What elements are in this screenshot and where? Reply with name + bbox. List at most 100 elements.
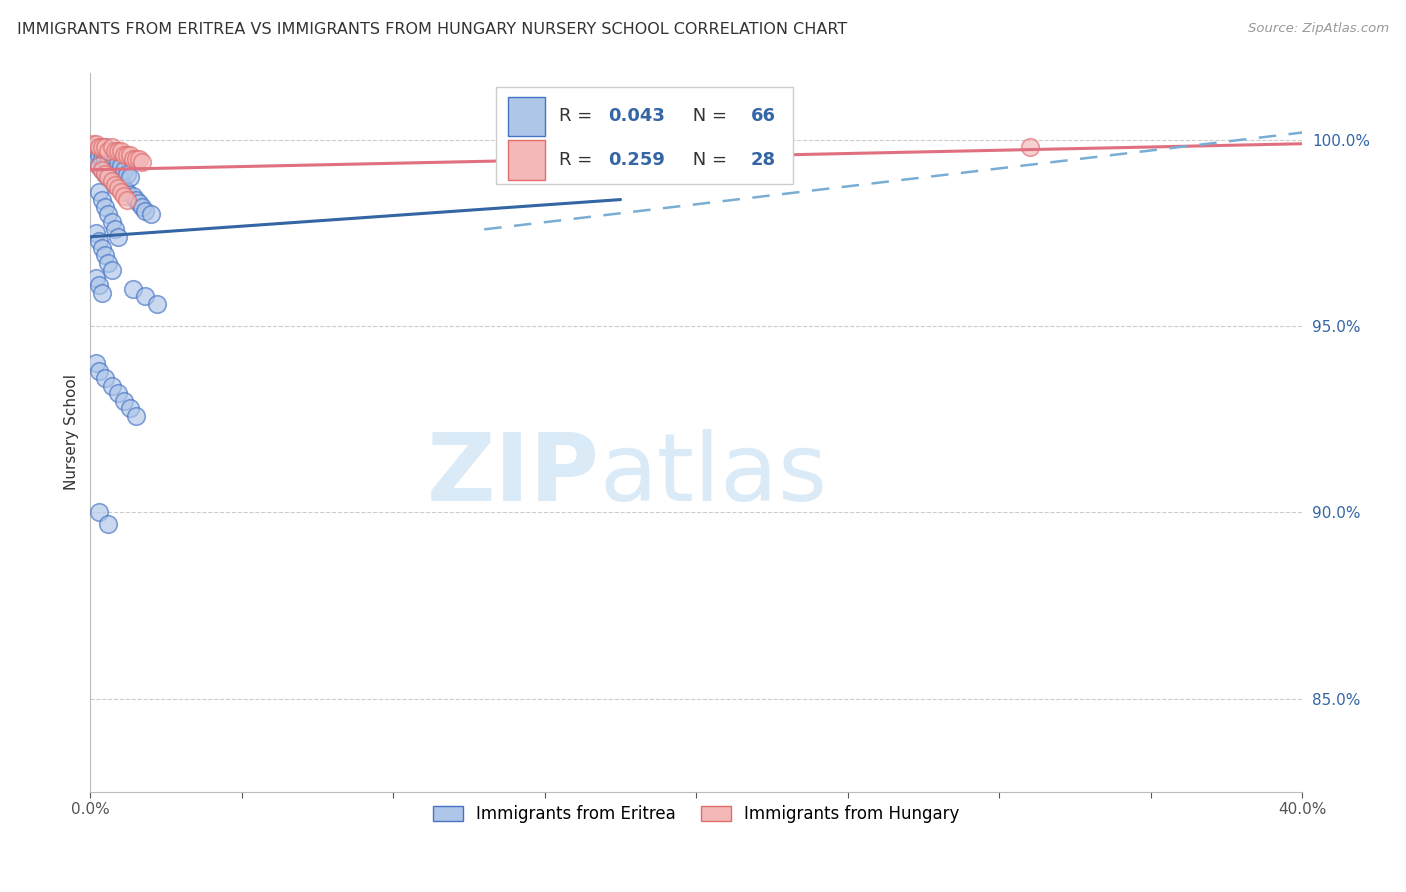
Point [94, 140, 117, 154]
Point [125, 409, 148, 423]
Point [103, 222, 125, 236]
Point [91, 152, 114, 166]
Point [86, 136, 108, 151]
Point [110, 144, 132, 158]
Point [91, 241, 114, 255]
Point [89, 278, 111, 293]
Point [100, 215, 122, 229]
Point [97, 256, 120, 270]
Point [89, 234, 111, 248]
Point [107, 181, 129, 195]
Point [89, 185, 111, 199]
Legend: Immigrants from Eritrea, Immigrants from Hungary: Immigrants from Eritrea, Immigrants from… [426, 798, 966, 830]
Point [91, 162, 114, 177]
Point [131, 200, 153, 214]
Point [94, 371, 117, 385]
Point [121, 152, 143, 166]
Point [146, 297, 169, 311]
Point [112, 181, 135, 195]
Point [94, 167, 117, 181]
Bar [509, 140, 544, 180]
Point [100, 174, 122, 188]
Point [115, 148, 138, 162]
Point [82, 140, 104, 154]
Point [91, 140, 114, 154]
Point [100, 378, 122, 392]
Point [89, 159, 111, 173]
Point [107, 144, 129, 158]
Text: ZIP: ZIP [426, 429, 599, 522]
Point [107, 229, 129, 244]
Point [125, 193, 148, 207]
Text: 0.043: 0.043 [607, 107, 665, 126]
Point [97, 144, 120, 158]
Point [94, 248, 117, 262]
Point [82, 136, 104, 151]
Point [112, 148, 135, 162]
Point [115, 185, 138, 199]
Point [103, 178, 125, 192]
Text: Source: ZipAtlas.com: Source: ZipAtlas.com [1249, 22, 1389, 36]
Point [89, 140, 111, 154]
Point [89, 505, 111, 519]
Point [91, 162, 114, 177]
Point [89, 148, 111, 162]
Point [89, 140, 111, 154]
Point [131, 155, 153, 169]
Text: R =: R = [560, 107, 599, 126]
Point [128, 196, 150, 211]
Point [91, 285, 114, 300]
Point [94, 140, 117, 154]
Text: N =: N = [686, 107, 733, 126]
Point [97, 516, 120, 531]
Point [110, 174, 132, 188]
Text: N =: N = [686, 151, 733, 169]
Point [118, 401, 141, 416]
Point [112, 162, 135, 177]
Y-axis label: Nursery School: Nursery School [65, 375, 79, 491]
Point [91, 144, 114, 158]
Point [94, 152, 117, 166]
Point [121, 282, 143, 296]
Point [110, 185, 132, 199]
Point [1018, 140, 1040, 154]
Point [134, 203, 156, 218]
Point [121, 189, 143, 203]
Text: R =: R = [560, 151, 599, 169]
Point [128, 152, 150, 166]
Point [609, 140, 631, 154]
Point [100, 263, 122, 277]
Bar [509, 96, 544, 136]
Point [107, 155, 129, 169]
Point [115, 193, 138, 207]
Point [139, 207, 162, 221]
Point [97, 170, 120, 185]
Point [103, 178, 125, 192]
Point [103, 152, 125, 166]
Point [112, 189, 135, 203]
Point [97, 155, 120, 169]
Point [118, 170, 141, 185]
Point [89, 364, 111, 378]
Point [115, 167, 138, 181]
Point [89, 159, 111, 173]
Text: 28: 28 [751, 151, 776, 169]
Point [86, 356, 108, 370]
Point [97, 170, 120, 185]
Point [94, 200, 117, 214]
Point [103, 144, 125, 158]
Text: atlas: atlas [599, 429, 828, 522]
Point [125, 152, 148, 166]
Point [112, 393, 135, 408]
Point [100, 174, 122, 188]
Point [110, 159, 132, 173]
Point [100, 159, 122, 173]
Point [118, 148, 141, 162]
Point [100, 148, 122, 162]
Text: IMMIGRANTS FROM ERITREA VS IMMIGRANTS FROM HUNGARY NURSERY SCHOOL CORRELATION CH: IMMIGRANTS FROM ERITREA VS IMMIGRANTS FR… [17, 22, 848, 37]
Point [97, 207, 120, 221]
Point [94, 167, 117, 181]
Text: 0.259: 0.259 [607, 151, 665, 169]
Point [107, 386, 129, 401]
Point [103, 162, 125, 177]
